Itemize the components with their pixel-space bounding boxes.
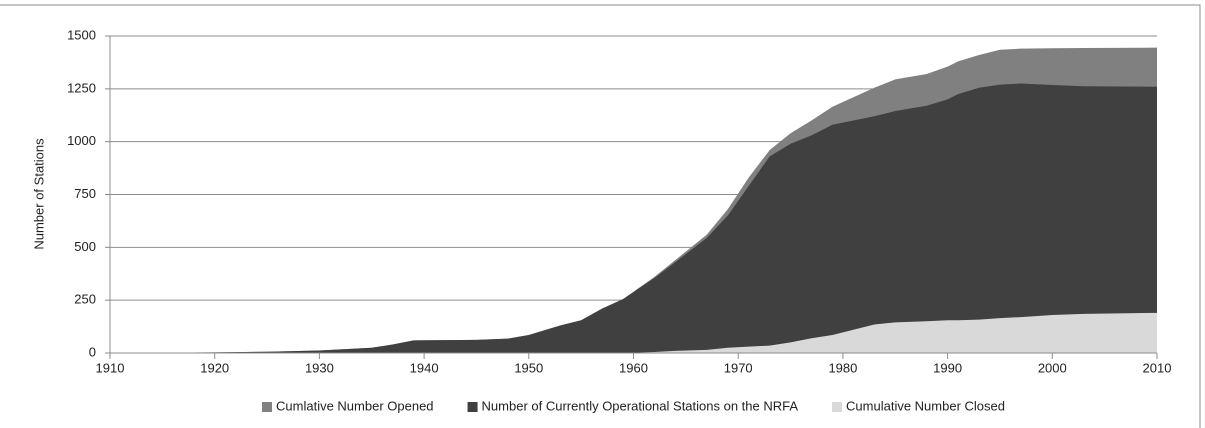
y-tick-label: 500 [74,239,96,254]
legend-item: Cumlative Number Opened [262,398,434,413]
legend: Cumlative Number Opened Number of Current… [262,398,1005,413]
y-tick-label: 0 [89,344,96,359]
area [110,83,1157,354]
areas [110,47,1157,354]
x-tick-label: 1930 [305,360,334,375]
x-tick-label: 1910 [96,360,125,375]
x-tick-label: 1990 [933,360,962,375]
legend-label: Cumlative Number Opened [276,398,434,413]
legend-swatch [832,402,843,412]
y-tick-label: 250 [74,292,96,307]
x-tick-label: 2000 [1038,360,1067,375]
legend-swatch [262,402,273,412]
x-tick-label: 1940 [410,360,439,375]
x-tick-label: 1980 [828,360,857,375]
y-tick-label: 1000 [67,133,96,148]
y-tick-label: 1500 [67,27,96,42]
x-tick-label: 1920 [200,360,229,375]
y-tick-label: 750 [74,186,96,201]
x-tick-label: 1960 [619,360,648,375]
y-tick-label: 1250 [67,80,96,95]
legend-item: Number of Currently Operational Stations… [467,398,799,413]
y-axis-label: Number of Stations [31,138,46,250]
legend-label: Cumulative Number Closed [846,398,1005,413]
x-tick-label: 1970 [724,360,753,375]
legend-label: Number of Currently Operational Stations… [482,398,799,413]
legend-swatch [467,402,478,412]
frame [0,4,1201,428]
x-tick-label: 2010 [1143,360,1172,375]
legend-item: Cumulative Number Closed [832,398,1005,413]
area [110,312,1157,353]
x-tick-label: 1950 [514,360,543,375]
